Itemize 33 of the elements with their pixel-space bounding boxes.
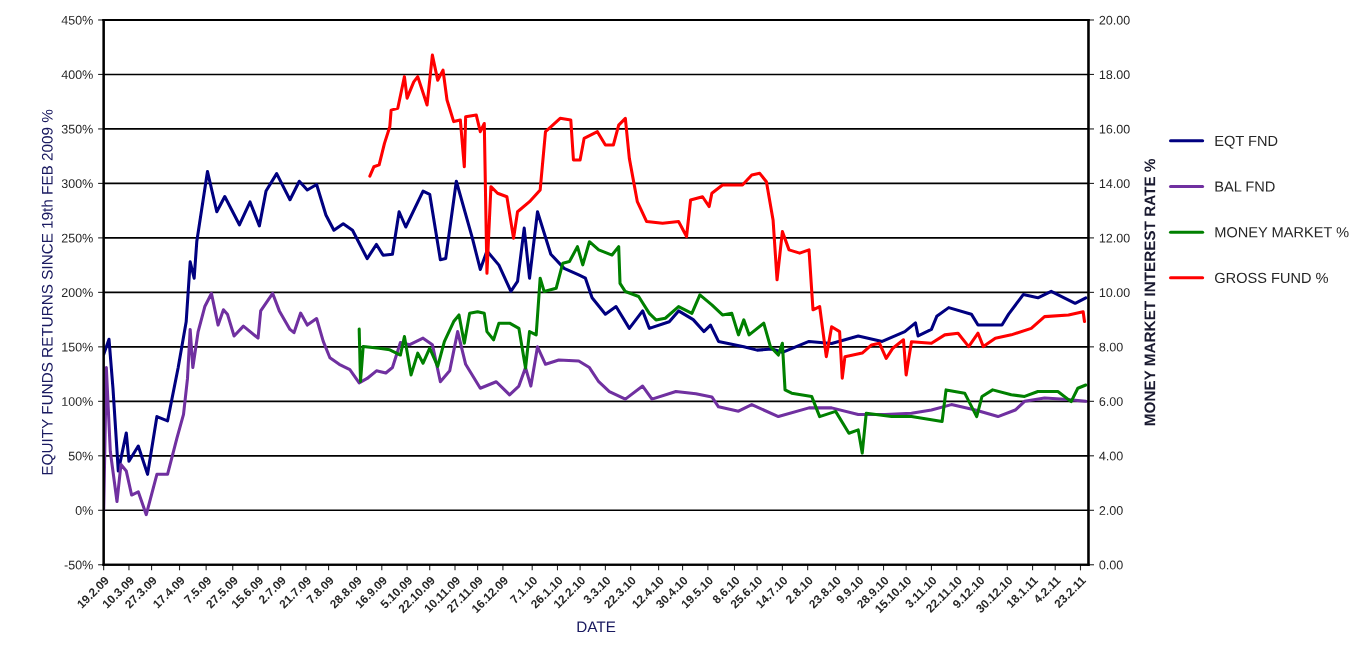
y-axis-title: EQUITY FUNDS RETURNS SINCE 19th FEB 2009 % xyxy=(41,109,56,475)
line-series xyxy=(357,240,1088,455)
line-series xyxy=(103,291,1088,517)
line-series xyxy=(368,53,1087,380)
y-tick-label: 100% xyxy=(62,397,93,406)
y2-axis-title: MONEY MARKET INTEREST RATE % xyxy=(1144,158,1156,426)
y-tick-label: 0% xyxy=(75,506,93,515)
y2-tick-label: 12.00 xyxy=(1099,233,1130,243)
y2-tick-label: 20.00 xyxy=(1099,15,1130,25)
y-tick-label: 250% xyxy=(61,233,93,243)
y-tick-label: 400% xyxy=(61,70,93,80)
y2-tick-label: 10.00 xyxy=(1099,288,1130,298)
x-axis-title: DATE xyxy=(577,621,616,633)
y2-tick-label: 8.00 xyxy=(1099,342,1123,352)
y2-tick-label: 6.00 xyxy=(1099,397,1123,406)
y-tick-label: 350% xyxy=(61,124,93,134)
legend-label: EQT FND xyxy=(1215,135,1278,149)
y2-tick-label: 18.00 xyxy=(1099,70,1130,80)
y2-tick-label: 2.00 xyxy=(1099,506,1123,515)
y-tick-label: -50% xyxy=(64,560,93,570)
y2-tick-label: 4.00 xyxy=(1099,451,1123,461)
legend-label: BAL FND xyxy=(1215,181,1275,192)
y-tick-label: 50% xyxy=(68,451,93,461)
legend-label: GROSS FUND % xyxy=(1215,272,1329,284)
line-series xyxy=(103,169,1088,476)
y2-tick-label: 0.00 xyxy=(1099,560,1123,570)
y-tick-label: 200% xyxy=(61,288,93,298)
y2-tick-label: 14.00 xyxy=(1099,179,1130,189)
y2-tick-label: 16.00 xyxy=(1099,124,1130,134)
legend-label: MONEY MARKET % xyxy=(1215,227,1349,238)
y-tick-label: 300% xyxy=(61,179,93,189)
y-tick-label: 150% xyxy=(62,342,93,352)
y-tick-label: 450% xyxy=(61,15,93,25)
